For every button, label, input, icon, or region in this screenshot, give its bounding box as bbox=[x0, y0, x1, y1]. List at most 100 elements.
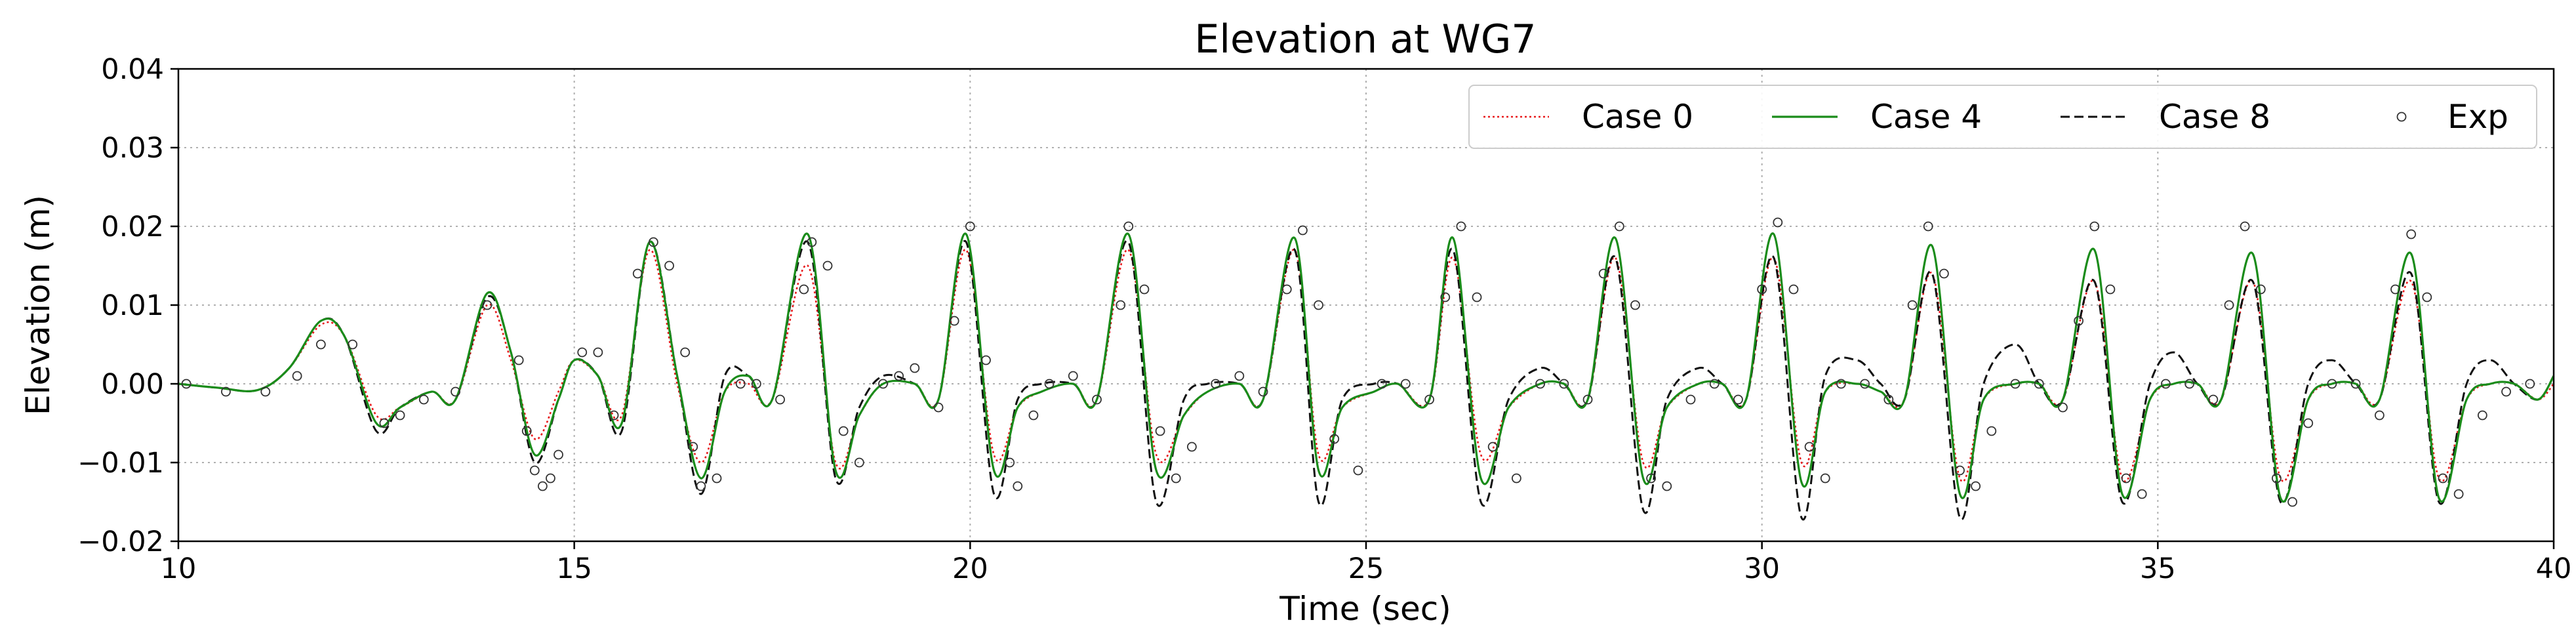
exp-point bbox=[2010, 379, 2021, 389]
exp-point bbox=[1804, 442, 1815, 452]
exp-point bbox=[2255, 284, 2266, 295]
exp-point bbox=[1028, 410, 1039, 421]
exp-point bbox=[1013, 481, 1023, 491]
exp-point bbox=[1820, 473, 1830, 484]
exp-point bbox=[221, 386, 231, 397]
exp-point bbox=[1685, 394, 1696, 405]
exp-point bbox=[2034, 379, 2044, 389]
exp-point bbox=[838, 426, 849, 436]
exp-point bbox=[2350, 379, 2361, 389]
exp-point bbox=[1353, 465, 1363, 476]
series-layer bbox=[178, 217, 2555, 521]
exp-point bbox=[664, 260, 674, 271]
exp-point bbox=[1068, 371, 1078, 381]
exp-point bbox=[2438, 473, 2448, 484]
exp-point bbox=[1773, 217, 1783, 228]
exp-point bbox=[1155, 426, 1165, 436]
exp-point bbox=[553, 449, 563, 460]
exp-point bbox=[593, 347, 603, 358]
exp-point bbox=[1234, 371, 1245, 381]
exp-point bbox=[529, 465, 540, 476]
exp-point bbox=[649, 237, 658, 247]
exp-point bbox=[546, 473, 555, 484]
exp-point bbox=[2208, 394, 2219, 405]
y-tick-label: 0.01 bbox=[101, 289, 164, 322]
exp-point bbox=[2477, 410, 2487, 421]
exp-point bbox=[933, 402, 944, 413]
y-tick-label: 0.02 bbox=[101, 211, 164, 243]
exp-point bbox=[1400, 379, 1411, 389]
exp-point bbox=[1044, 379, 1055, 389]
exp-point bbox=[2287, 497, 2297, 507]
exp-point bbox=[822, 260, 833, 271]
exp-point bbox=[1258, 386, 1268, 397]
exp-point bbox=[2074, 316, 2084, 326]
exp-point bbox=[2374, 410, 2385, 421]
exp-point bbox=[2089, 221, 2100, 232]
exp-point bbox=[1211, 379, 1221, 389]
exp-point bbox=[1424, 394, 1434, 405]
exp-point bbox=[1630, 300, 1640, 310]
exp-point bbox=[1440, 292, 1451, 302]
exp-point bbox=[1733, 394, 1743, 405]
exp-point bbox=[1377, 379, 1387, 389]
exp-point bbox=[910, 363, 920, 373]
exp-point bbox=[1646, 473, 1657, 484]
exp-point bbox=[949, 316, 959, 326]
exp-point bbox=[1092, 394, 1102, 405]
y-tick-label: 0.04 bbox=[101, 53, 164, 86]
exp-point bbox=[1123, 221, 1134, 232]
exp-point bbox=[2272, 473, 2282, 484]
exp-point bbox=[513, 355, 524, 365]
exp-point bbox=[537, 481, 548, 491]
exp-point bbox=[1955, 465, 1965, 476]
x-tick-label: 40 bbox=[2536, 552, 2572, 585]
exp-point bbox=[1314, 300, 1323, 310]
legend-label-case-0: Case 0 bbox=[1582, 98, 1693, 136]
exp-point bbox=[807, 237, 817, 247]
axis-ticks: 10 15 20 25 30 35 40 −0.02 −0.01 0.00 0.01 0.02 0.03… bbox=[77, 53, 2571, 585]
exp-point bbox=[482, 300, 493, 310]
exp-point bbox=[348, 339, 358, 350]
exp-point bbox=[1005, 457, 1015, 468]
exp-point bbox=[1535, 379, 1546, 389]
exp-point bbox=[894, 371, 904, 381]
exp-point bbox=[315, 339, 326, 350]
exp-point bbox=[1614, 221, 1624, 232]
exp-point bbox=[1171, 473, 1181, 484]
exp-point bbox=[1598, 268, 1609, 279]
exp-point bbox=[2240, 221, 2250, 232]
exp-point bbox=[521, 426, 532, 436]
exp-point bbox=[260, 386, 271, 397]
exp-point bbox=[1116, 300, 1126, 310]
legend-label-case-4: Case 4 bbox=[1870, 98, 1982, 136]
exp-point bbox=[854, 457, 864, 468]
exp-point bbox=[2303, 418, 2314, 428]
exp-point bbox=[2390, 284, 2400, 295]
exp-point bbox=[878, 379, 888, 389]
exp-point bbox=[2453, 489, 2464, 499]
exp-point bbox=[688, 442, 698, 452]
exp-point bbox=[395, 410, 405, 421]
exp-point bbox=[609, 410, 619, 421]
exp-point bbox=[2105, 284, 2116, 295]
exp-point bbox=[2058, 402, 2068, 413]
exp-point bbox=[1511, 473, 1521, 484]
y-tick-label: 0.03 bbox=[101, 132, 164, 165]
exp-point bbox=[1923, 221, 1933, 232]
exp-point bbox=[1883, 394, 1894, 405]
exp-point bbox=[712, 473, 722, 484]
exp-point bbox=[2501, 386, 2511, 397]
exp-point bbox=[2406, 229, 2417, 239]
exp-point bbox=[1836, 379, 1846, 389]
x-tick-label: 10 bbox=[161, 552, 197, 585]
exp-point bbox=[1709, 379, 1720, 389]
exp-point bbox=[1939, 268, 1949, 279]
exp-point bbox=[418, 394, 429, 405]
exp-point bbox=[751, 379, 761, 389]
exp-point bbox=[292, 371, 302, 381]
exp-point bbox=[1472, 292, 1482, 302]
exp-point bbox=[1971, 481, 1981, 491]
exp-point bbox=[2161, 379, 2171, 389]
